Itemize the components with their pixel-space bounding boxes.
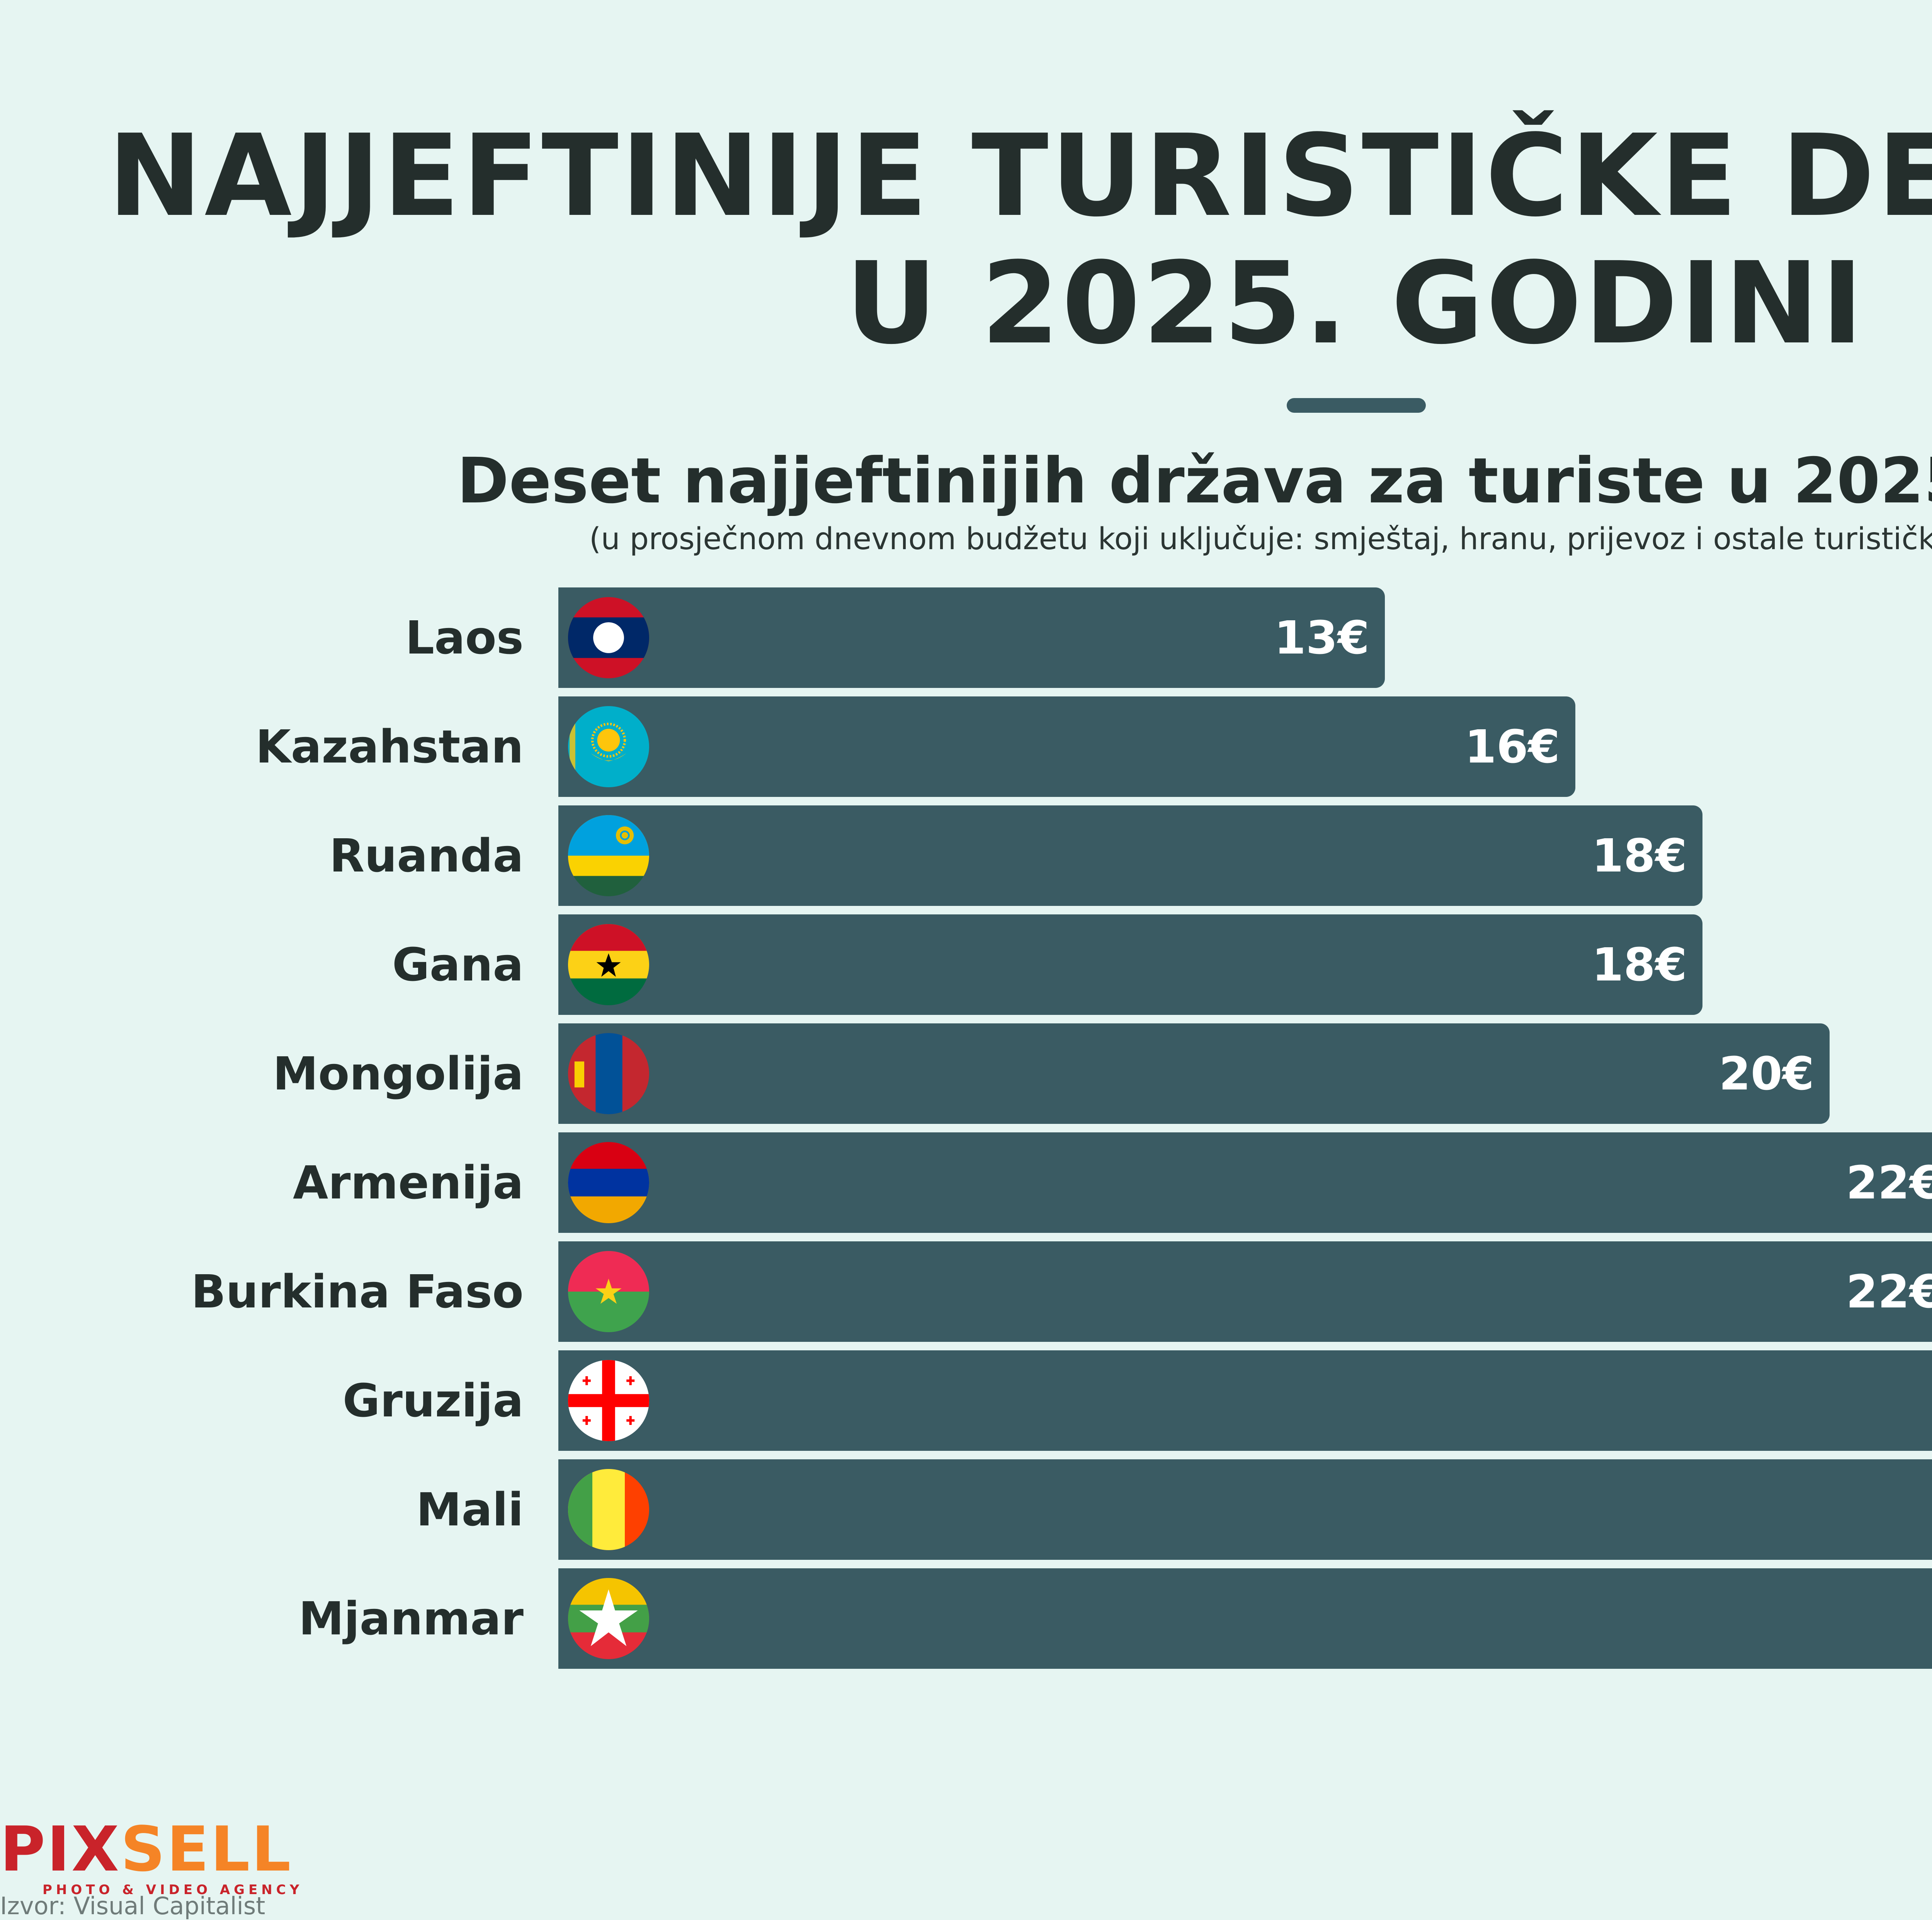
bar: 29€ [558,1568,1932,1669]
country-label: Laos [405,611,524,664]
chart-note: (u prosječnom dnevnom budžetu koji uklju… [589,522,1932,557]
chart-row: Mali 25€ [0,1459,1932,1560]
value-label: 18€ [1592,938,1687,991]
bar: 18€ [558,914,1702,1015]
chart-row: Gana 18€ [0,914,1932,1015]
pixsell-logo: PIXSELL PHOTO & VIDEO AGENCY [0,1813,299,1898]
chart-row: Laos 13€ [0,587,1932,688]
myanmar-flag-icon [568,1578,649,1659]
value-label: 18€ [1592,829,1687,882]
country-label: Ruanda [329,829,524,882]
page-title: NAJJEFTINIJE TURISTIČKE DESTINACIJE U 20… [0,112,1932,367]
mali-flag-icon [568,1469,649,1550]
bar: 13€ [558,587,1385,688]
title-line-2: U 2025. GODINI [845,238,1866,369]
burkina-faso-flag-icon [568,1251,649,1332]
chart-row: Mongolija 20€ [0,1023,1932,1124]
mongolia-flag-icon [568,1033,649,1114]
bar: 18€ [558,805,1702,906]
ghana-flag-icon [568,924,649,1005]
chart-row: Ruanda 18€ [0,805,1932,906]
country-label: Gana [392,938,524,991]
source-credit: Izvor: Visual Capitalist [0,1892,265,1920]
logo-text-sell: SELL [121,1813,293,1885]
value-label: 22€ [1846,1265,1932,1318]
bar: 25€ [558,1459,1932,1560]
chart-row: Kazahstan 16€ [0,696,1932,797]
value-label: 13€ [1274,611,1369,664]
chart-row: Armenija 22€ [0,1132,1932,1233]
georgia-flag-icon [568,1360,649,1441]
laos-flag-icon [568,597,649,678]
bar: 20€ [558,1023,1830,1124]
country-label: Burkina Faso [191,1265,524,1318]
chart-row: Burkina Faso 22€ [0,1241,1932,1342]
title-divider [1287,398,1426,413]
value-label: 20€ [1719,1047,1814,1100]
logo-text-pix: PIX [0,1813,121,1885]
country-label: Kazahstan [255,720,524,773]
armenia-flag-icon [568,1142,649,1223]
bar-chart: Laos 13€ Kazahstan 16€ Ruanda 18€ Gana 18€ Mongo… [0,587,1932,1677]
bar: 16€ [558,696,1575,797]
chart-row: Mjanmar 29€ [0,1568,1932,1669]
chart-subtitle: Deset najjeftinijih država za turiste u … [457,445,1932,517]
value-label: 22€ [1846,1156,1932,1209]
kazakhstan-flag-icon [568,706,649,787]
country-label: Mali [416,1483,524,1536]
country-label: Mongolija [273,1047,524,1100]
country-label: Armenija [293,1156,524,1209]
country-label: Mjanmar [298,1592,524,1645]
logo-tagline: PHOTO & VIDEO AGENCY [43,1882,303,1898]
chart-row: Gruzija 24€ [0,1350,1932,1451]
value-label: 16€ [1464,720,1560,773]
country-label: Gruzija [342,1374,524,1427]
bar: 22€ [558,1241,1932,1342]
bar: 24€ [558,1350,1932,1451]
rwanda-flag-icon [568,815,649,896]
title-line-1: NAJJEFTINIJE TURISTIČKE DESTINACIJE [107,110,1932,242]
bar: 22€ [558,1132,1932,1233]
